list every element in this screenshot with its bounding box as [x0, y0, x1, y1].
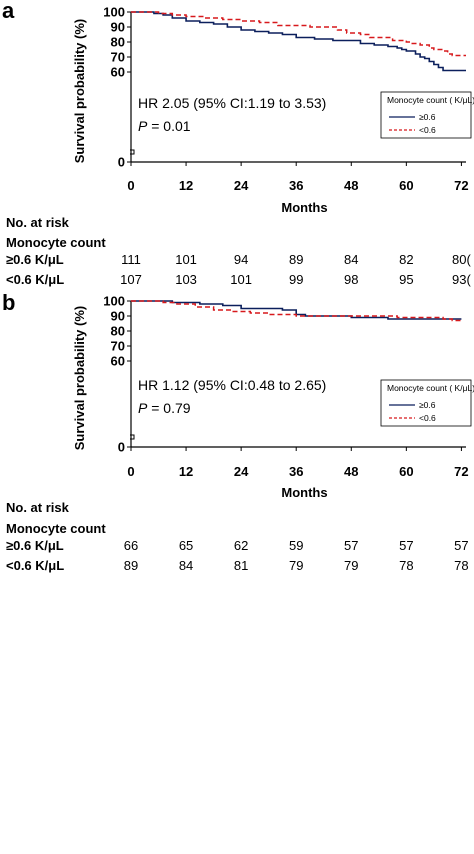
hazard-ratio-annotation: HR 2.05 (95% CI:1.19 to 3.53): [138, 95, 326, 111]
at-risk-cell: 95: [399, 272, 414, 287]
x-tick-label: 72: [454, 464, 468, 479]
at-risk-cell: 103: [175, 272, 197, 287]
at-risk-cell: 57: [344, 538, 359, 553]
x-tick-label: 0: [127, 178, 134, 193]
legend-entry-label: ≥0.6: [419, 400, 436, 410]
legend: Monocyte count ( K/μL) ≥0.6 <0.6: [380, 91, 474, 139]
y-tick-label: 80: [111, 324, 125, 339]
legend-title: Monocyte count ( K/μL): [387, 95, 474, 105]
x-tick-label: 60: [399, 178, 413, 193]
x-tick-label: 24: [234, 178, 249, 193]
at-risk-cell: 89: [123, 558, 139, 573]
panel-letter-b: b: [2, 290, 16, 315]
x-tick-label: 0: [127, 464, 134, 479]
x-tick-label: 36: [289, 464, 303, 479]
y-tick-label: 90: [111, 20, 125, 35]
at-risk-subheader: Monocyte count: [6, 235, 106, 250]
x-tick-label: 24: [234, 464, 249, 479]
y-tick-label: 60: [111, 65, 125, 80]
y-tick-label: 100: [103, 294, 125, 309]
y-tick-label: 100: [103, 5, 125, 20]
survival-curve-high-monocyte: [131, 300, 462, 320]
y-tick-label: 0: [118, 155, 125, 170]
y-tick-label: 90: [111, 309, 125, 324]
p-value-annotation: P = 0.01: [138, 118, 191, 134]
at-risk-row: <0.6 K/μL 89 84 81 79 79 78 78: [0, 558, 474, 576]
x-tick-label: 12: [179, 464, 193, 479]
legend-title: Monocyte count ( K/μL): [387, 383, 474, 393]
at-risk-row-label: ≥0.6 K/μL: [6, 252, 64, 267]
y-tick-label: 70: [111, 50, 125, 65]
x-tick-label: 12: [179, 178, 193, 193]
at-risk-cell: 94: [233, 252, 249, 267]
x-tick-label: 48: [344, 178, 358, 193]
at-risk-cell: 111: [121, 252, 141, 267]
at-risk-subheader: Monocyte count: [6, 521, 106, 536]
at-risk-header: No. at risk: [6, 215, 69, 230]
x-axis-title: Months: [281, 485, 327, 500]
y-tick-label: 60: [111, 354, 125, 369]
y-tick-label: 70: [111, 339, 125, 354]
x-axis-title: Months: [281, 200, 327, 215]
at-risk-cell: 80(: [452, 252, 471, 267]
at-risk-cell: 101: [175, 252, 197, 267]
legend-entry-label: <0.6: [419, 413, 436, 423]
x-tick-label: 72: [454, 178, 468, 193]
at-risk-row-label: <0.6 K/μL: [6, 272, 65, 287]
at-risk-cell: 99: [288, 272, 304, 287]
p-value-annotation: P = 0.79: [138, 400, 191, 416]
y-tick-label: 0: [118, 440, 125, 455]
at-risk-cell: 79: [288, 558, 304, 573]
at-risk-cell: 84: [178, 558, 194, 573]
legend-entry-label: ≥0.6: [419, 112, 436, 122]
at-risk-row: ≥0.6 K/μL 111 101 94 89 84 82 80(: [0, 252, 474, 270]
survival-curve-low-monocyte: [131, 11, 466, 57]
at-risk-header: No. at risk: [6, 500, 69, 515]
at-risk-table-a: No. at risk Monocyte count ≥0.6 K/μL 111 101…: [0, 0, 474, 287]
x-tick-label: 60: [399, 464, 413, 479]
p-value: = 0.79: [147, 400, 190, 416]
at-risk-cell: 62: [233, 538, 249, 553]
hazard-ratio-annotation: HR 1.12 (95% CI:0.48 to 2.65): [138, 377, 326, 393]
at-risk-cell: 81: [233, 558, 249, 573]
at-risk-cell: 93(: [452, 272, 471, 287]
p-value: = 0.01: [147, 118, 190, 134]
at-risk-row: <0.6 K/μL 107 103 101 99 98 95 93(: [0, 272, 474, 290]
at-risk-cell: 65: [178, 538, 194, 553]
at-risk-cell: 101: [230, 272, 252, 287]
at-risk-cell: 59: [288, 538, 304, 553]
x-tick-label: 48: [344, 464, 358, 479]
p-symbol: P: [138, 118, 148, 134]
x-tick-label: 36: [289, 178, 303, 193]
at-risk-cell: 89: [288, 252, 304, 267]
at-risk-table-b: No. at risk Monocyte count ≥0.6 K/μL 66 65 62…: [0, 292, 474, 854]
y-axis-title: Survival probability (%): [72, 19, 87, 163]
legend-entry-label: <0.6: [419, 125, 436, 135]
at-risk-row-label: ≥0.6 K/μL: [6, 538, 64, 553]
y-axis-break-marker: [130, 149, 135, 155]
at-risk-cell: 78: [454, 558, 469, 573]
at-risk-cell: 79: [344, 558, 359, 573]
legend: Monocyte count ( K/μL) ≥0.6 <0.6: [380, 379, 474, 427]
at-risk-cell: 107: [120, 272, 142, 287]
at-risk-cell: 84: [344, 252, 359, 267]
at-risk-row: ≥0.6 K/μL 66 65 62 59 57 57 57: [0, 538, 474, 556]
survival-curve-low-monocyte: [131, 300, 463, 322]
at-risk-cell: 82: [399, 252, 414, 267]
survival-curve-high-monocyte: [131, 11, 466, 72]
at-risk-cell: 57: [399, 538, 414, 553]
at-risk-cell: 66: [123, 538, 139, 553]
p-symbol: P: [138, 400, 148, 416]
y-axis-break-marker: [130, 434, 135, 440]
panel-letter-a: a: [2, 0, 15, 23]
y-tick-label: 80: [111, 35, 125, 50]
at-risk-cell: 98: [344, 272, 359, 287]
at-risk-cell: 78: [399, 558, 414, 573]
at-risk-cell: 57: [454, 538, 469, 553]
at-risk-row-label: <0.6 K/μL: [6, 558, 65, 573]
y-axis-title: Survival probability (%): [72, 306, 87, 450]
